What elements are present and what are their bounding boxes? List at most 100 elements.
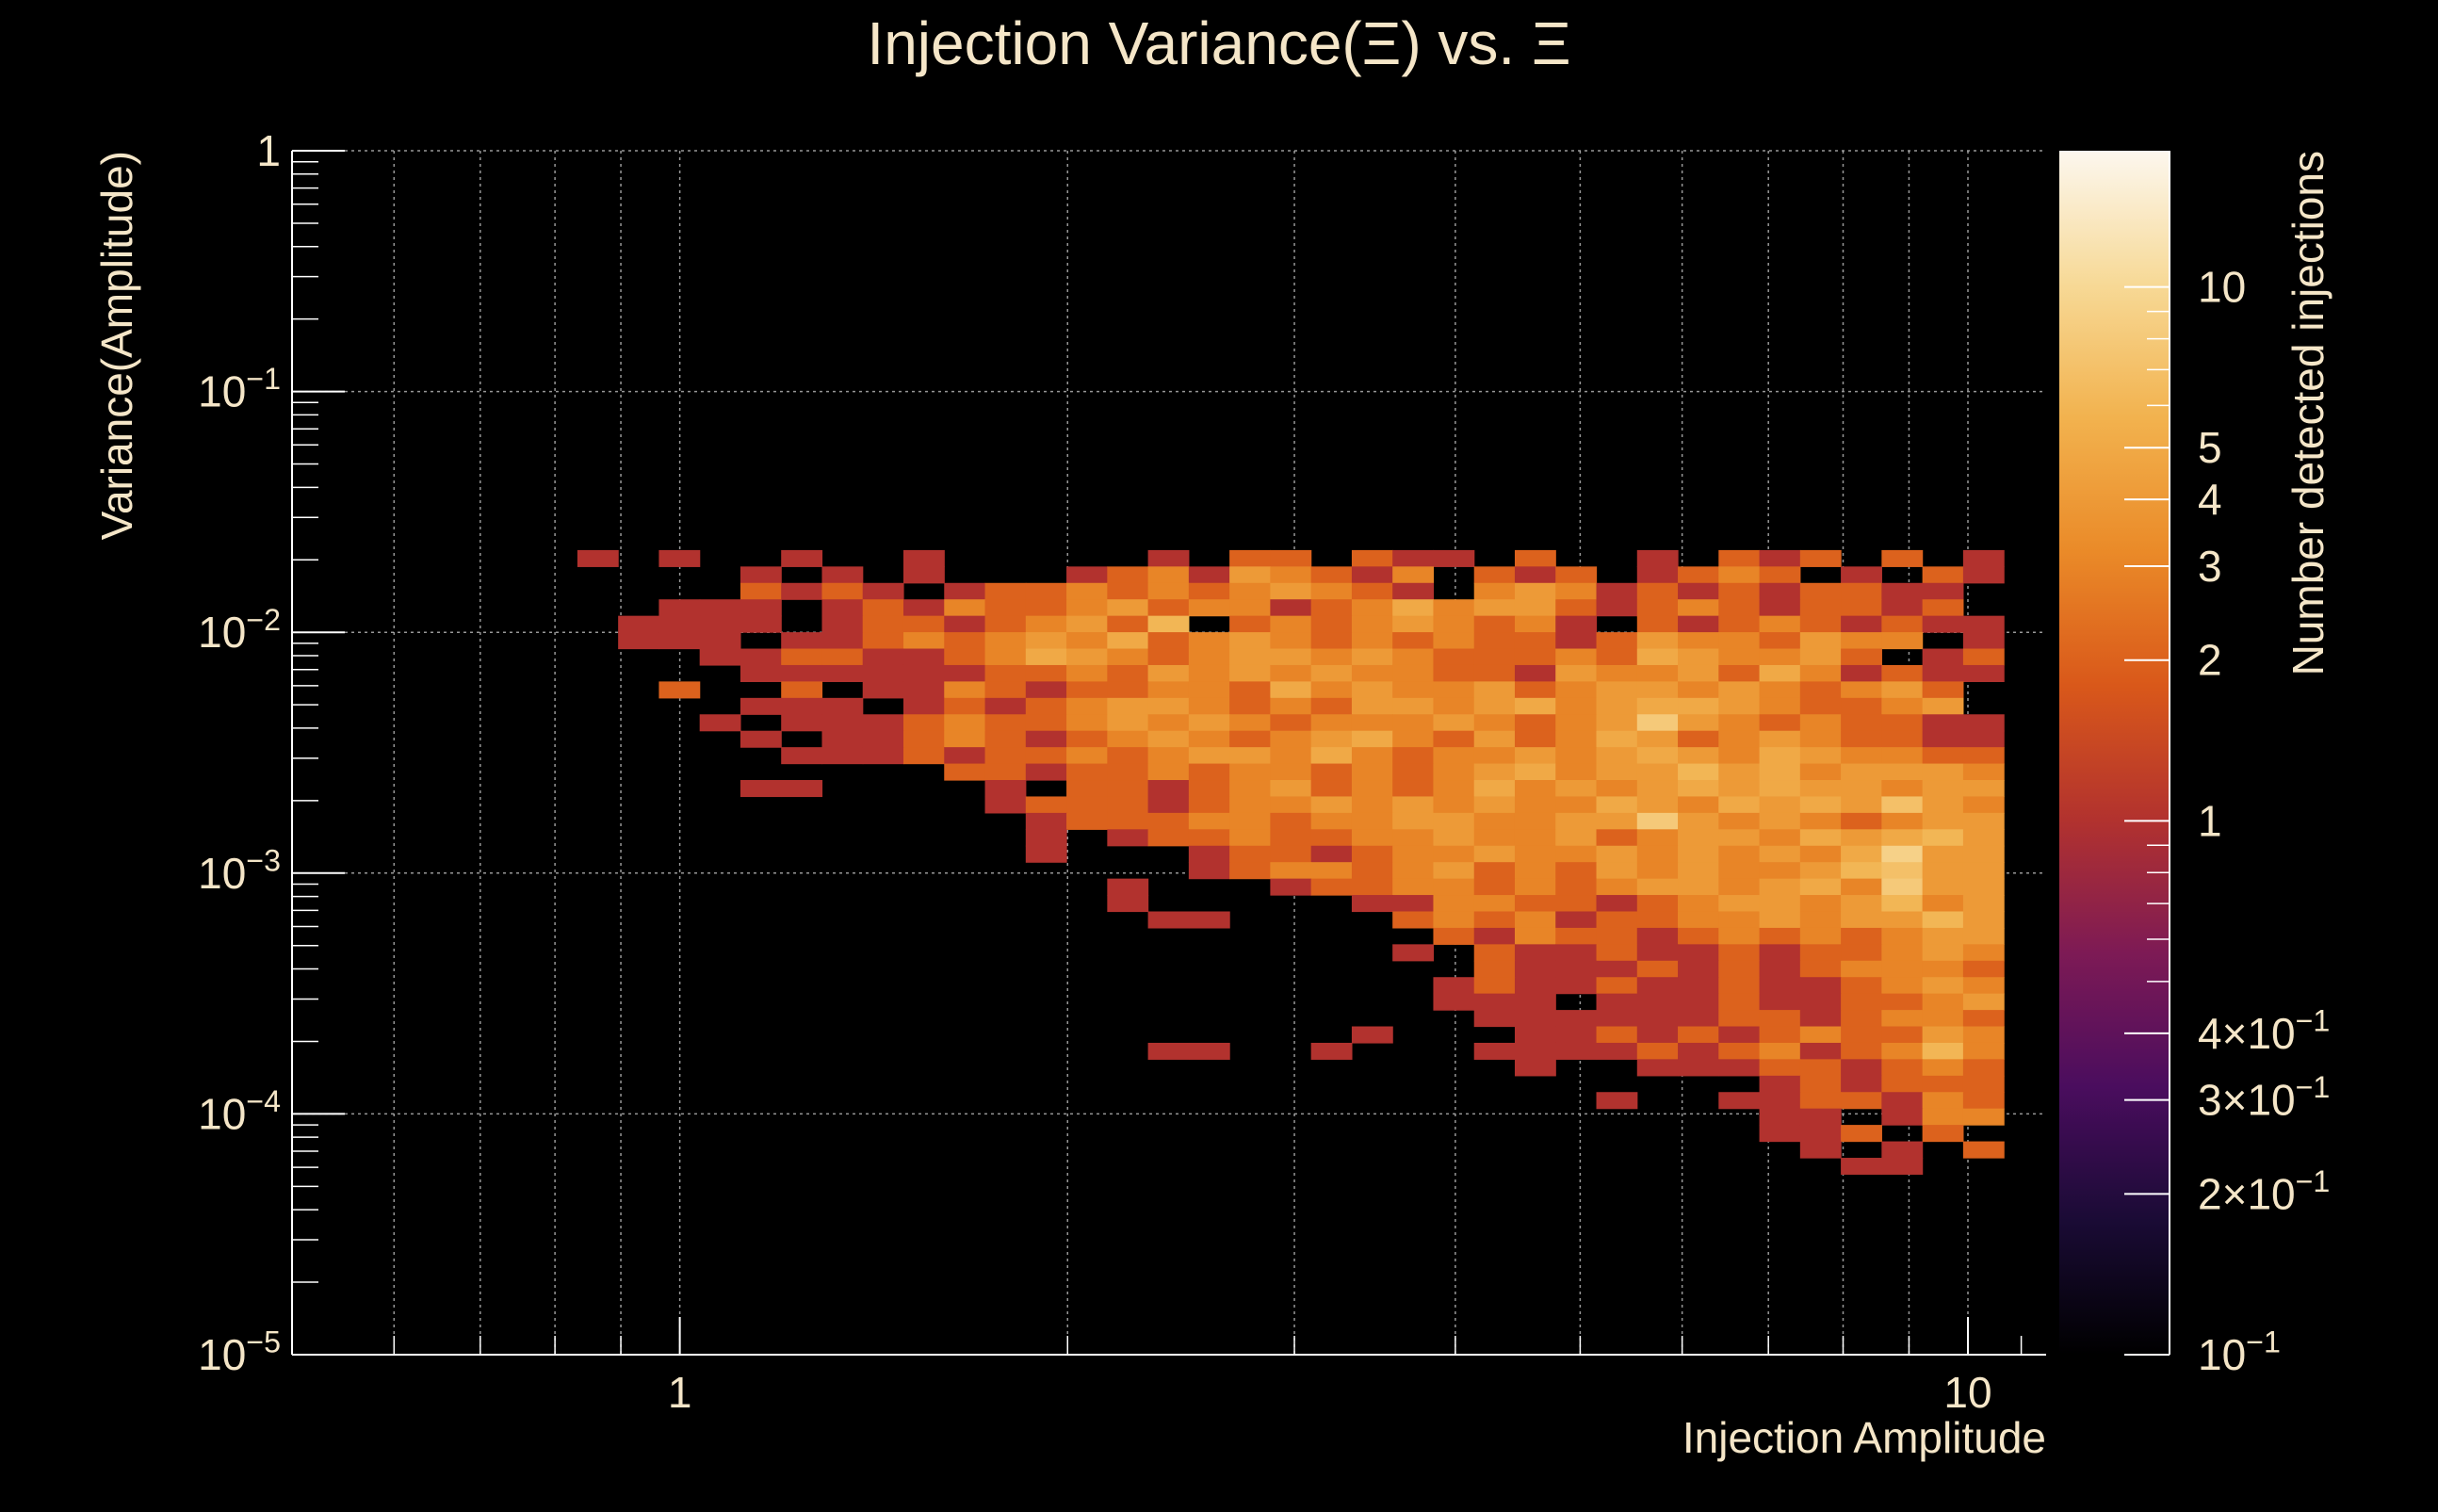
heatmap-cell [1718, 681, 1761, 699]
heatmap-cell [1310, 780, 1353, 798]
heatmap-cell [781, 582, 823, 600]
heatmap-cell [1799, 763, 1842, 781]
heatmap-cell [1799, 747, 1842, 765]
heatmap-cell [1555, 977, 1598, 995]
heatmap-cell [1881, 632, 1924, 650]
heatmap-cell [1922, 845, 1964, 863]
heatmap-cell [1962, 1075, 2005, 1093]
heatmap-cell [1881, 747, 1924, 765]
heatmap-cell [1514, 681, 1556, 699]
heatmap-cell [1596, 681, 1638, 699]
heatmap-cell [944, 632, 986, 650]
heatmap-cell [1881, 993, 1924, 1011]
heatmap-cell [1678, 763, 1719, 781]
heatmap-cell [1310, 796, 1353, 814]
heatmap-cell [1351, 895, 1393, 913]
heatmap-cell [1678, 582, 1719, 600]
heatmap-cell [1270, 862, 1312, 880]
heatmap-cell [1270, 697, 1312, 715]
heatmap-cell [1881, 812, 1924, 830]
heatmap-cell [1841, 780, 1882, 798]
heatmap-cell [1514, 730, 1556, 748]
heatmap-cell [1759, 566, 1801, 584]
colorbar-tick-label: 2×10−1 [2198, 1164, 2330, 1218]
heatmap-cell [1473, 812, 1516, 830]
heatmap-cell [1678, 664, 1719, 682]
heatmap-cell [1188, 582, 1230, 600]
heatmap-cell [1433, 599, 1475, 617]
heatmap-cell [1188, 845, 1230, 863]
heatmap-cell [944, 615, 986, 633]
heatmap-cell [1718, 812, 1761, 830]
heatmap-cell [1881, 895, 1924, 913]
heatmap-cell [1555, 878, 1598, 896]
heatmap-cell [1066, 780, 1108, 798]
heatmap-cell [1555, 697, 1598, 715]
heatmap-cell [1514, 599, 1556, 617]
heatmap-cell [984, 615, 1027, 633]
heatmap-cell [1759, 944, 1801, 962]
heatmap-cell [902, 615, 945, 633]
heatmap-cell [1596, 697, 1638, 715]
heatmap-cell [1229, 796, 1271, 814]
heatmap-cell [1066, 566, 1108, 584]
heatmap-cell [618, 632, 660, 650]
heatmap-cell [1718, 977, 1761, 995]
heatmap-cell [1270, 845, 1312, 863]
heatmap-cell [1759, 812, 1801, 830]
heatmap-cell [1473, 730, 1516, 748]
heatmap-cell [1881, 599, 1924, 617]
heatmap-cell [1759, 911, 1801, 929]
heatmap-cell [1596, 648, 1638, 666]
heatmap-cell [1799, 1010, 1842, 1028]
heatmap-cell [1188, 796, 1230, 814]
heatmap-cell [1147, 796, 1190, 814]
heatmap-cell [658, 632, 701, 650]
heatmap-cell [1025, 714, 1067, 732]
heatmap-cell [1514, 1010, 1556, 1028]
heatmap-cell [1636, 993, 1679, 1011]
heatmap-cell [1881, 1010, 1924, 1028]
heatmap-cell [1555, 944, 1598, 962]
heatmap-cell [1636, 780, 1679, 798]
heatmap-cell [1636, 747, 1679, 765]
heatmap-cell [902, 632, 945, 650]
heatmap-cell [902, 664, 945, 682]
heatmap-cell [1596, 944, 1638, 962]
heatmap-cell [1025, 812, 1067, 830]
heatmap-cell [1678, 977, 1719, 995]
heatmap-cell [1066, 714, 1108, 732]
heatmap-cell [1514, 895, 1556, 913]
heatmap-cell [1229, 780, 1271, 798]
heatmap-cell [1841, 615, 1882, 633]
heatmap-cell [1678, 615, 1719, 633]
heatmap-cell [1473, 895, 1516, 913]
heatmap-cell [1433, 878, 1475, 896]
heatmap-cell [1596, 664, 1638, 682]
heatmap-cell [984, 763, 1027, 781]
heatmap-cell [1881, 714, 1924, 732]
heatmap-cell [1147, 812, 1190, 830]
heatmap-cell [1188, 780, 1230, 798]
heatmap-cell [1147, 747, 1190, 765]
heatmap-cell [1881, 1042, 1924, 1060]
heatmap-cell [740, 582, 782, 600]
heatmap-cell [1922, 664, 1964, 682]
heatmap-cell [1025, 747, 1067, 765]
heatmap-cell [1596, 812, 1638, 830]
heatmap-cell [1351, 582, 1393, 600]
heatmap-cell [1147, 566, 1190, 584]
heatmap-cell [1636, 895, 1679, 913]
heatmap-cell [1229, 763, 1271, 781]
heatmap-cell [1514, 1042, 1556, 1060]
heatmap-cell [1351, 780, 1393, 798]
heatmap-cell [1799, 1059, 1842, 1077]
heatmap-cell [1107, 697, 1149, 715]
heatmap-cell [1636, 845, 1679, 863]
heatmap-cell [1555, 664, 1598, 682]
heatmap-cell [1718, 582, 1761, 600]
heatmap-cell [1799, 862, 1842, 880]
heatmap-cell [1962, 1108, 2005, 1126]
heatmap-cell [1596, 977, 1638, 995]
heatmap-cell [1759, 1059, 1801, 1077]
